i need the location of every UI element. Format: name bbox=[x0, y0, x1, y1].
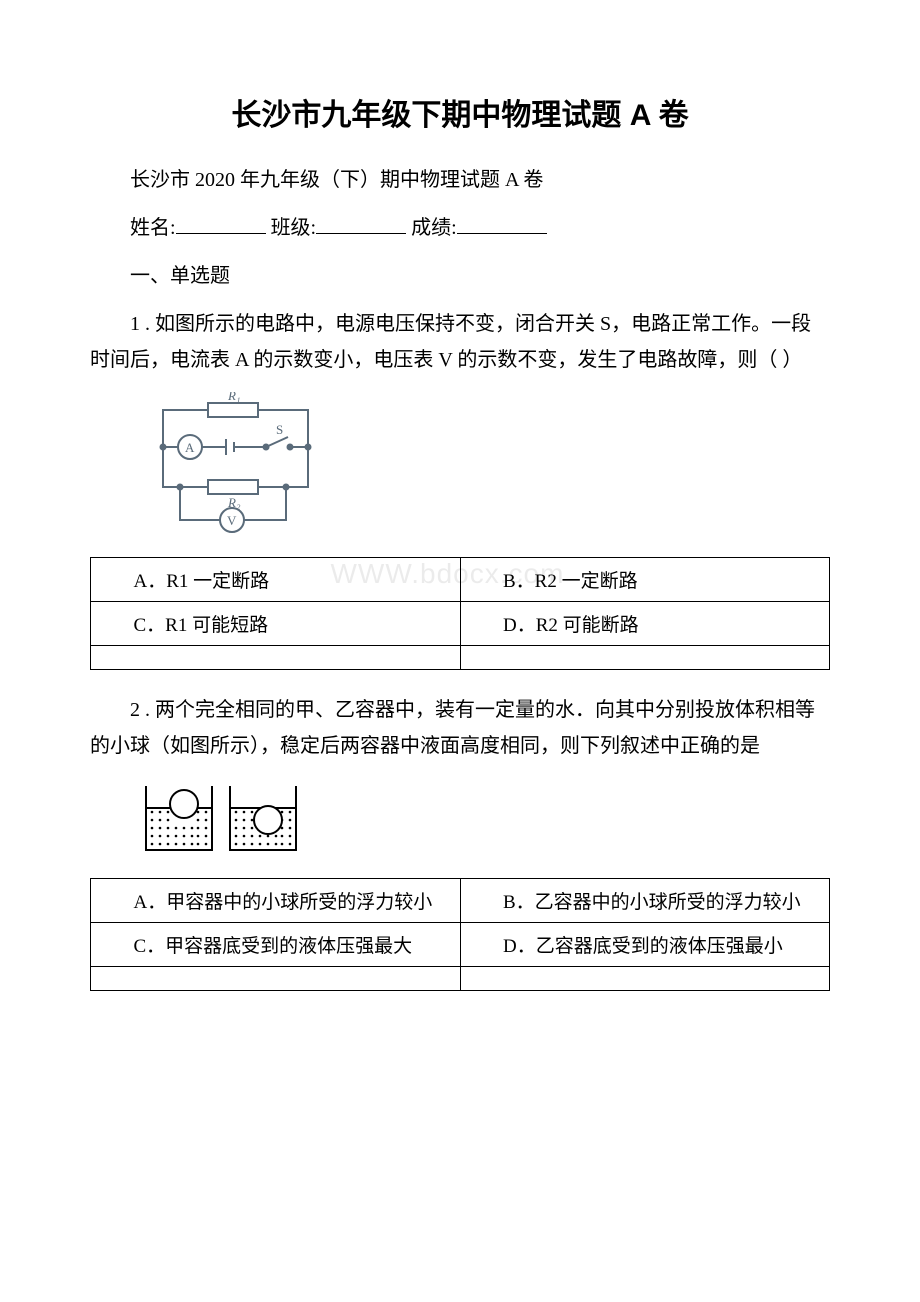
section-heading: 一、单选题 bbox=[90, 258, 830, 294]
q1-option-c[interactable]: C．R1 可能短路 bbox=[91, 602, 461, 646]
score-blank[interactable] bbox=[457, 212, 547, 234]
label-ammeter: A bbox=[185, 440, 195, 455]
label-r1: R₁ bbox=[227, 392, 240, 403]
subtitle: 长沙市 2020 年九年级（下）期中物理试题 A 卷 bbox=[90, 162, 830, 198]
class-label: 班级: bbox=[271, 217, 317, 239]
q2-option-d[interactable]: D．乙容器底受到的液体压强最小 bbox=[460, 923, 830, 967]
q2-option-b[interactable]: B．乙容器中的小球所受的浮力较小 bbox=[460, 879, 830, 923]
question-1-options: A．R1 一定断路 B．R2 一定断路 C．R1 可能短路 D．R2 可能断路 bbox=[90, 557, 830, 670]
label-voltmeter: V bbox=[227, 513, 237, 528]
class-blank[interactable] bbox=[316, 212, 406, 234]
label-switch: S bbox=[276, 422, 283, 437]
question-2-text: 2 . 两个完全相同的甲、乙容器中，装有一定量的水．向其中分别投放体积相等的小球… bbox=[90, 692, 830, 764]
form-line: 姓名: 班级: 成绩: bbox=[90, 210, 830, 246]
name-label: 姓名: bbox=[130, 217, 176, 239]
doc-title: 长沙市九年级下期中物理试题 A 卷 bbox=[90, 90, 830, 134]
label-r2: R₂ bbox=[227, 495, 241, 510]
q1-option-b[interactable]: B．R2 一定断路 bbox=[460, 558, 830, 602]
q1-option-a[interactable]: A．R1 一定断路 bbox=[91, 558, 461, 602]
question-1-text: 1 . 如图所示的电路中，电源电压保持不变，闭合开关 S，电路正常工作。一段时间… bbox=[90, 306, 830, 378]
question-1-circuit-diagram: R₁ R₂ A V S bbox=[138, 392, 830, 547]
question-2-options: A．甲容器中的小球所受的浮力较小 B．乙容器中的小球所受的浮力较小 C．甲容器底… bbox=[90, 878, 830, 991]
question-2-containers-diagram bbox=[138, 778, 830, 868]
q2-option-c[interactable]: C．甲容器底受到的液体压强最大 bbox=[91, 923, 461, 967]
name-blank[interactable] bbox=[176, 212, 266, 234]
score-label: 成绩: bbox=[411, 217, 457, 239]
q1-option-d[interactable]: D．R2 可能断路 bbox=[460, 602, 830, 646]
q2-option-a[interactable]: A．甲容器中的小球所受的浮力较小 bbox=[91, 879, 461, 923]
